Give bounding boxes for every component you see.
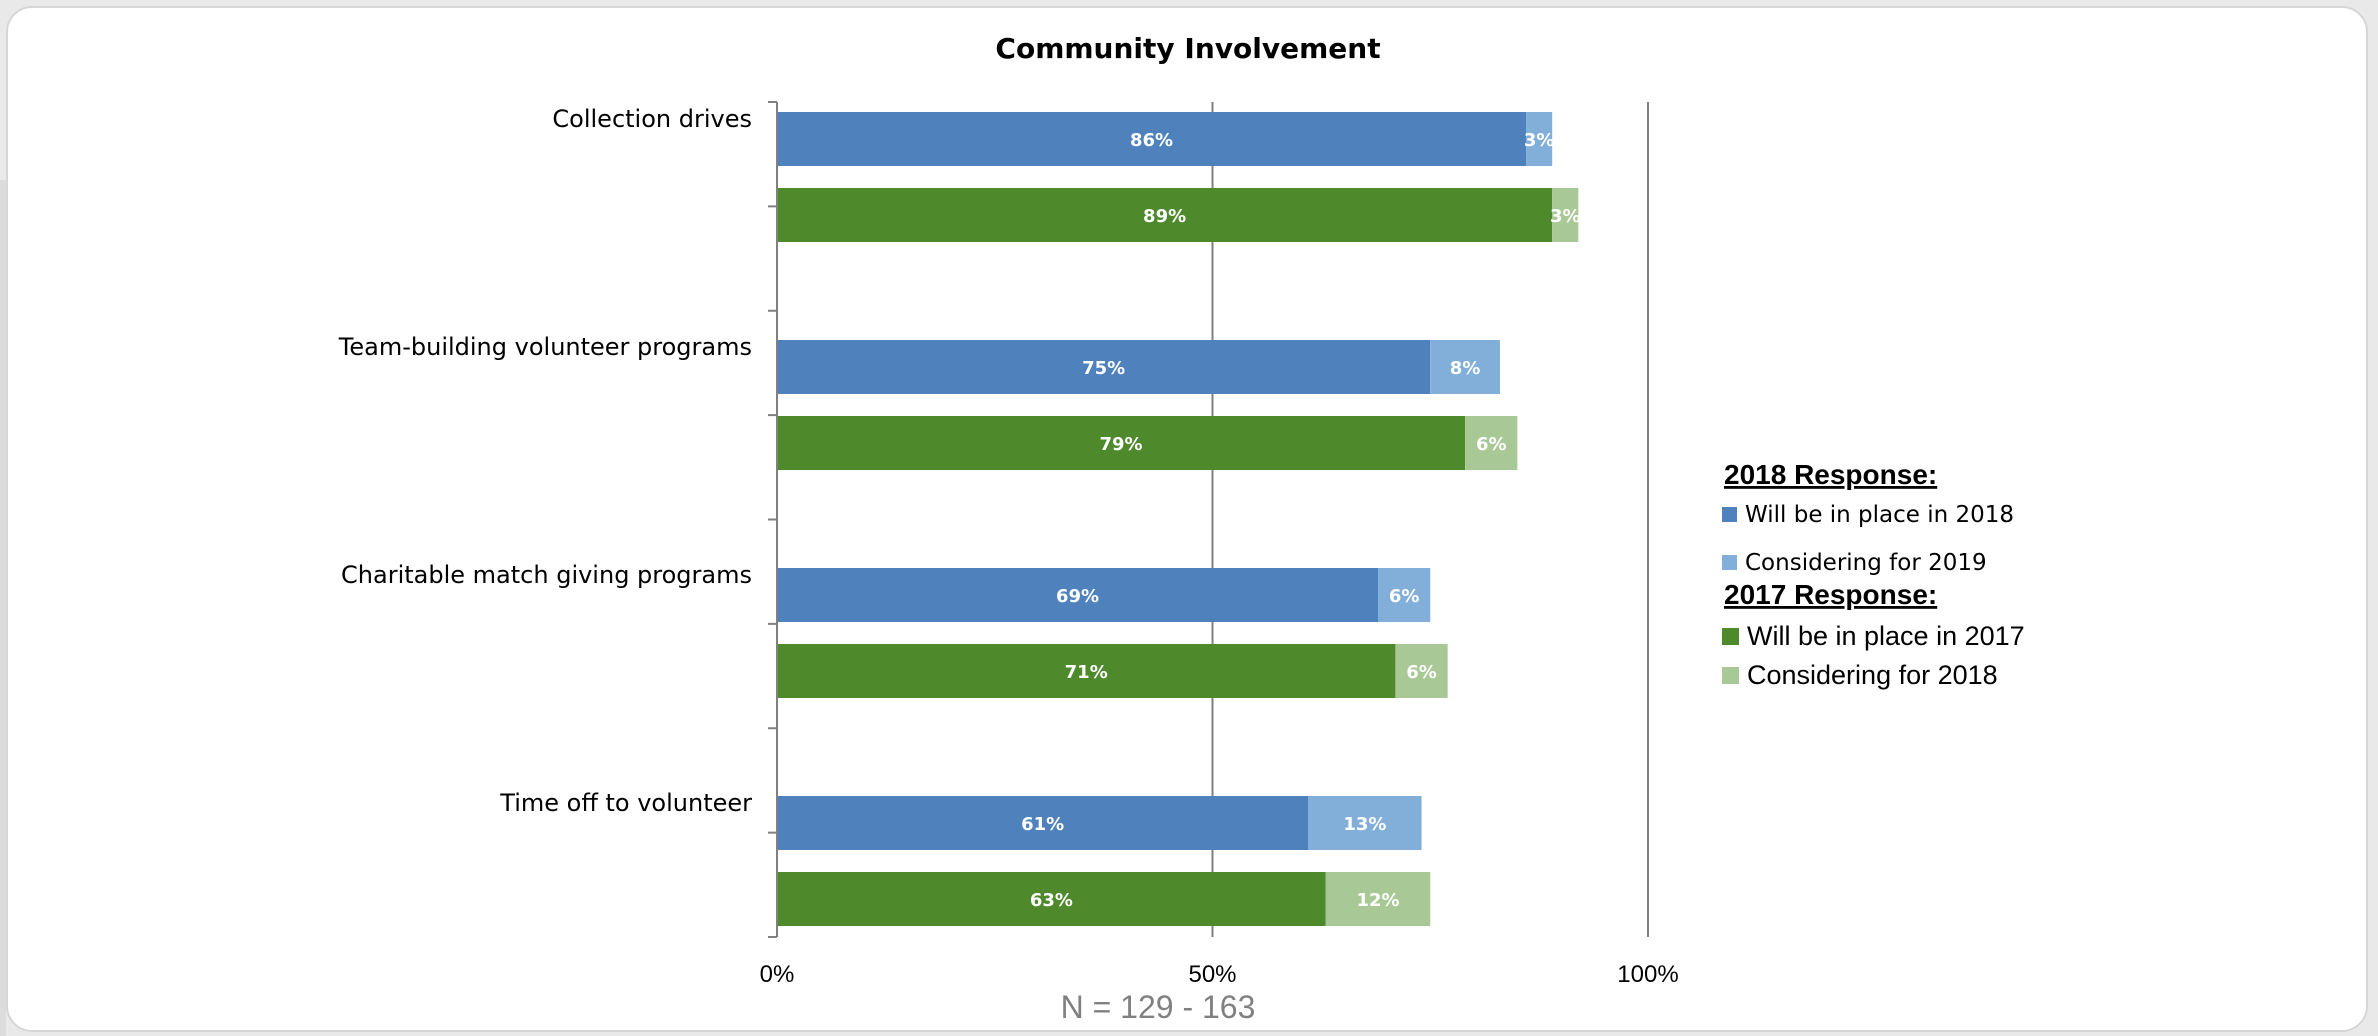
bar-segment: [1395, 644, 1448, 698]
data-label: 8%: [1450, 358, 1481, 379]
bar-segment: [1465, 416, 1518, 470]
plot-area: 86% 3% 89% 3% 75% 8% 79% 6% 69% 6% 71% 6% 61% 13% 63% 1…: [338, 101, 1679, 988]
category-label: Team-building volunteer programs: [338, 333, 752, 361]
data-label: 6%: [1476, 434, 1507, 455]
bar-segment: [1552, 188, 1579, 242]
bar-segment: [1430, 340, 1500, 394]
legend-swatch: [1722, 555, 1737, 570]
bar-segment: [1377, 568, 1431, 622]
bar-segment: [777, 188, 1553, 242]
data-label: 86%: [1130, 130, 1173, 151]
data-label: 3%: [1550, 206, 1581, 227]
data-label: 6%: [1389, 586, 1420, 607]
legend-label: Considering for 2019: [1745, 550, 1987, 576]
legend-label: Will be in place in 2018: [1745, 502, 2014, 528]
bar-segment: [777, 340, 1431, 394]
data-label: 13%: [1343, 814, 1386, 835]
legend-swatch: [1722, 507, 1737, 522]
legend-heading: 2018 Response:: [1724, 459, 1937, 490]
sample-size-note: N = 129 - 163: [1061, 989, 1256, 1025]
data-label: 71%: [1065, 662, 1108, 683]
x-tick-label: 100%: [1617, 961, 1678, 988]
category-label: Time off to volunteer: [499, 789, 752, 817]
chart-title: Community Involvement: [995, 32, 1380, 65]
data-label: 75%: [1082, 358, 1125, 379]
bar-segment: [777, 872, 1326, 926]
bar-segment: [777, 112, 1527, 166]
data-label: 3%: [1524, 130, 1555, 151]
data-label: 63%: [1030, 890, 1073, 911]
data-label: 6%: [1406, 662, 1437, 683]
legend-heading: 2017 Response:: [1724, 579, 1937, 610]
bar-segment: [777, 568, 1378, 622]
data-label: 89%: [1143, 206, 1186, 227]
category-label: Charitable match giving programs: [341, 561, 752, 589]
category-label: Collection drives: [552, 105, 752, 133]
window-edge-shade: [0, 180, 6, 1036]
bar-segment: [1325, 872, 1431, 926]
legend: 2018 Response: Will be in place in 2018 Co…: [1722, 459, 2025, 690]
legend-label: Considering for 2018: [1747, 660, 1998, 690]
legend-swatch: [1722, 628, 1739, 645]
bar-segment: [1526, 112, 1553, 166]
bar-segment: [1308, 796, 1422, 850]
bar-segment: [777, 644, 1396, 698]
data-label: 12%: [1356, 890, 1399, 911]
bar-segment: [777, 796, 1309, 850]
data-label: 79%: [1099, 434, 1142, 455]
x-tick-label: 0%: [760, 961, 795, 988]
legend-label: Will be in place in 2017: [1747, 621, 2025, 651]
legend-swatch: [1722, 667, 1739, 684]
chart-frame: [6, 6, 2368, 1032]
bar-segment: [777, 416, 1466, 470]
data-label: 69%: [1056, 586, 1099, 607]
x-tick-label: 50%: [1188, 961, 1236, 988]
data-label: 61%: [1021, 814, 1064, 835]
